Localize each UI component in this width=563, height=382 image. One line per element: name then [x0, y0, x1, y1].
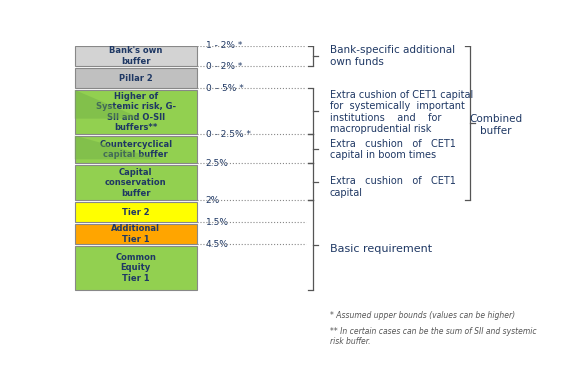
Text: Combined
buffer: Combined buffer	[469, 115, 522, 136]
Text: Bank-specific additional
own funds: Bank-specific additional own funds	[330, 45, 455, 67]
Polygon shape	[75, 90, 142, 119]
Text: Pillar 2: Pillar 2	[119, 74, 153, 83]
Text: Bank's own
buffer: Bank's own buffer	[109, 47, 163, 66]
FancyBboxPatch shape	[75, 202, 197, 222]
FancyBboxPatch shape	[75, 90, 197, 134]
Text: Countercyclical
capital buffer: Countercyclical capital buffer	[99, 140, 172, 159]
Text: * Assumed upper bounds (values can be higher): * Assumed upper bounds (values can be hi…	[330, 311, 515, 320]
Text: 2.5%: 2.5%	[205, 159, 229, 168]
Text: Capital
conservation
buffer: Capital conservation buffer	[105, 168, 167, 197]
FancyBboxPatch shape	[75, 246, 197, 290]
Text: 1.5%: 1.5%	[205, 218, 229, 227]
Text: 0 - 2% *: 0 - 2% *	[205, 62, 242, 71]
FancyBboxPatch shape	[75, 46, 197, 66]
Text: Basic requirement: Basic requirement	[330, 244, 432, 254]
Text: Extra   cushion   of   CET1
capital in boom times: Extra cushion of CET1 capital in boom ti…	[330, 139, 456, 160]
Polygon shape	[75, 136, 160, 159]
FancyBboxPatch shape	[75, 136, 197, 163]
Text: 1 - 2% *: 1 - 2% *	[205, 41, 242, 50]
Text: Common
Equity
Tier 1: Common Equity Tier 1	[115, 253, 157, 283]
FancyBboxPatch shape	[75, 165, 197, 200]
Text: 2%: 2%	[205, 196, 220, 205]
Text: Additional
Tier 1: Additional Tier 1	[111, 224, 160, 244]
FancyBboxPatch shape	[75, 224, 197, 244]
Text: Tier 2: Tier 2	[122, 207, 150, 217]
Text: ** In certain cases can be the sum of SII and systemic
risk buffer.: ** In certain cases can be the sum of SI…	[330, 327, 537, 346]
Text: 0 – 5% *: 0 – 5% *	[205, 84, 243, 93]
Text: Higher of
Systemic risk, G-
SII and O-SII
buffers**: Higher of Systemic risk, G- SII and O-SI…	[96, 92, 176, 132]
Text: 4.5%: 4.5%	[205, 240, 229, 249]
Text: Extra cushion of CET1 capital
for  systemically  important
institutions    and  : Extra cushion of CET1 capital for system…	[330, 90, 473, 134]
FancyBboxPatch shape	[75, 68, 197, 89]
Text: 0 - 2.5% *: 0 - 2.5% *	[205, 129, 251, 139]
Text: Extra   cushion   of   CET1
capital: Extra cushion of CET1 capital	[330, 176, 456, 198]
